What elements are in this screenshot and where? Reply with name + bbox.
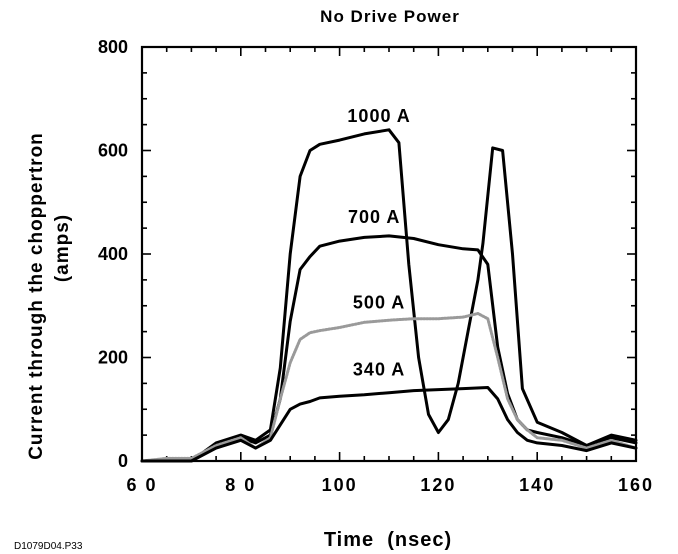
y-tick-label: 600 <box>98 141 128 161</box>
x-tick-label: 160 <box>618 475 654 495</box>
x-tick-label: 120 <box>420 475 456 495</box>
x-tick-label: 8 0 <box>225 475 256 495</box>
series-lines <box>140 128 638 463</box>
figure-caption: D1079D04.P33 <box>14 541 83 552</box>
series-annotations: 1000 A 700 A 500 A 340 A <box>347 106 410 380</box>
series-line-2 <box>140 312 638 463</box>
plot-frame <box>140 45 638 463</box>
x-tick-label: 6 0 <box>126 475 157 495</box>
series-annotation-2: 500 A <box>353 292 405 312</box>
series-annotation-1: 700 A <box>348 207 400 227</box>
y-tick-label: 0 <box>118 451 128 471</box>
y-tick-label: 400 <box>98 244 128 264</box>
series-line-3 <box>140 386 638 463</box>
chart-title: No Drive Power <box>320 7 460 26</box>
y-axis-label: Current through the choppertron <box>26 132 47 460</box>
y-tick-label: 200 <box>98 348 128 368</box>
series-line-0 <box>140 128 638 463</box>
x-tick-label: 140 <box>519 475 555 495</box>
y-tick-label: 800 <box>98 37 128 57</box>
series-annotation-0: 1000 A <box>347 106 410 126</box>
series-annotation-3: 340 A <box>353 360 405 380</box>
series-line-1 <box>140 234 638 463</box>
x-axis-label: Time (nsec) <box>324 529 452 551</box>
y-axis-unit-label: (amps) <box>52 214 73 282</box>
x-tick-label: 100 <box>322 475 358 495</box>
